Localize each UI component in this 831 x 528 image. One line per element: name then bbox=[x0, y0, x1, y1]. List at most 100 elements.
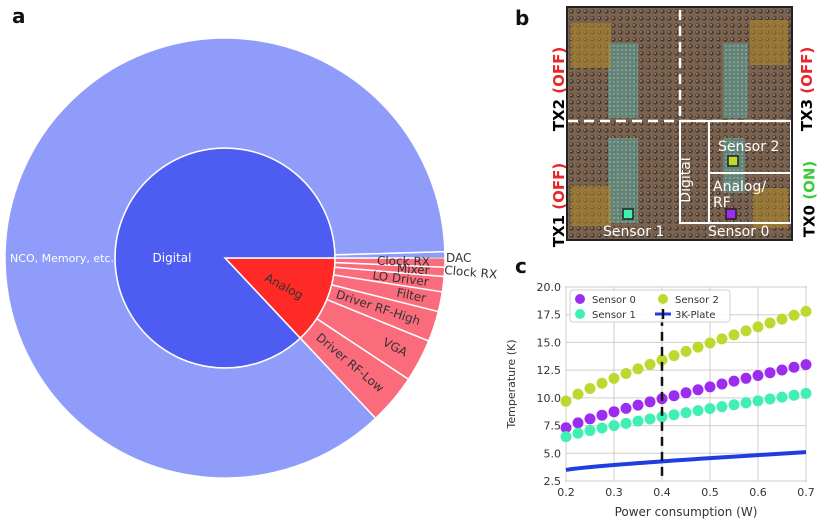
point-sensor-1 bbox=[764, 393, 776, 405]
point-sensor-2 bbox=[596, 377, 608, 389]
point-sensor-2 bbox=[752, 321, 764, 333]
sensor-1-marker bbox=[622, 208, 634, 220]
y-tick-label: 2.5 bbox=[544, 475, 562, 488]
y-tick-label: 5.0 bbox=[544, 447, 562, 460]
tx3-name: TX3 bbox=[798, 98, 817, 132]
point-sensor-2 bbox=[608, 372, 620, 384]
legend-label-3k-plate: 3K-Plate bbox=[675, 310, 716, 321]
sensor-0-label: Sensor 0 bbox=[708, 224, 769, 239]
series-line-3k-plate bbox=[565, 450, 807, 472]
point-sensor-2 bbox=[716, 333, 728, 345]
point-sensor-2 bbox=[572, 388, 584, 400]
point-sensor-0 bbox=[752, 370, 764, 382]
point-sensor-0 bbox=[776, 364, 788, 376]
sensor-2-label: Sensor 2 bbox=[718, 139, 779, 155]
point-sensor-0 bbox=[704, 381, 716, 393]
digital-region-outline bbox=[679, 120, 791, 224]
point-sensor-0 bbox=[620, 402, 632, 414]
point-sensor-0 bbox=[728, 375, 740, 387]
point-sensor-1 bbox=[728, 399, 740, 411]
point-sensor-0 bbox=[560, 422, 572, 434]
point-sensor-0 bbox=[644, 396, 656, 408]
point-sensor-2 bbox=[560, 395, 572, 407]
legend-label-sensor-1: Sensor 1 bbox=[592, 310, 636, 321]
point-sensor-2 bbox=[584, 382, 596, 394]
sunburst-label-lo-driver: LO Driver bbox=[372, 268, 430, 289]
tx2-label: TX2 (OFF) bbox=[550, 47, 568, 131]
tx2-state: (OFF) bbox=[550, 46, 569, 94]
y-tick-label: 17.5 bbox=[537, 309, 562, 322]
point-sensor-1 bbox=[680, 407, 692, 419]
y-tick-label: 20.0 bbox=[537, 281, 562, 294]
sensor-2-marker bbox=[727, 155, 739, 167]
legend-marker bbox=[575, 309, 585, 319]
point-sensor-0 bbox=[788, 361, 800, 373]
x-axis-label: Power consumption (W) bbox=[615, 505, 758, 519]
tx0-name: TX0 bbox=[800, 205, 819, 238]
point-sensor-0 bbox=[716, 378, 728, 390]
tx3-label: TX3 (OFF) bbox=[798, 47, 816, 131]
point-sensor-0 bbox=[692, 384, 704, 396]
point-sensor-2 bbox=[704, 337, 716, 349]
point-sensor-1 bbox=[788, 389, 800, 401]
panel-letter-b: b bbox=[515, 6, 530, 30]
point-sensor-2 bbox=[680, 345, 692, 357]
panel-letter-a: a bbox=[12, 4, 26, 28]
sunburst-label-clock-rx: Clock RX bbox=[377, 254, 430, 269]
point-sensor-2 bbox=[764, 317, 776, 329]
point-sensor-1 bbox=[740, 397, 752, 409]
point-sensor-1 bbox=[608, 420, 620, 432]
point-sensor-1 bbox=[644, 413, 656, 425]
tx0-state: (ON) bbox=[800, 160, 819, 200]
point-sensor-1 bbox=[632, 415, 644, 427]
sunburst-label-filter: Filter bbox=[395, 286, 427, 306]
point-sensor-1 bbox=[704, 403, 716, 415]
panel-letter-c: c bbox=[515, 254, 527, 278]
sunburst-label-mixer: Mixer bbox=[396, 261, 430, 277]
y-tick-label: 12.5 bbox=[537, 364, 562, 377]
point-sensor-2 bbox=[692, 341, 704, 353]
point-sensor-0 bbox=[572, 417, 584, 429]
point-sensor-1 bbox=[752, 395, 764, 407]
sunburst-label-nco-memory: NCO, Memory, etc. bbox=[10, 252, 114, 265]
chip-drawing: Digital Analog/ RF Sensor 1 Sensor 0 Sen… bbox=[568, 8, 791, 239]
legend-marker bbox=[658, 294, 668, 304]
legend-marker bbox=[575, 294, 585, 304]
temperature-chart: 0.2 0.3 0.4 0.5 0.6 0.7 2.5 5.0 7.5 10.0 12.5 15.0 1… bbox=[505, 281, 815, 519]
point-sensor-2 bbox=[788, 309, 800, 321]
region-rf-label: RF bbox=[713, 195, 731, 211]
sensor-0-marker bbox=[725, 208, 737, 220]
legend-box bbox=[569, 289, 731, 323]
sunburst-outer-nco-memory-etc- bbox=[4, 37, 446, 479]
point-sensor-1 bbox=[668, 409, 680, 421]
sunburst-label-dac: DAC bbox=[446, 251, 471, 265]
x-tick-label: 0.7 bbox=[797, 486, 815, 499]
point-sensor-2 bbox=[728, 329, 740, 341]
point-sensor-1 bbox=[572, 427, 584, 439]
x-tick-label: 0.6 bbox=[749, 486, 767, 499]
chip-micrograph: Digital Analog/ RF Sensor 1 Sensor 0 Sen… bbox=[566, 6, 793, 241]
y-tick-label: 7.5 bbox=[544, 420, 562, 433]
chip-pad-gold bbox=[750, 20, 788, 65]
point-sensor-0 bbox=[800, 359, 812, 371]
legend-label-sensor-2: Sensor 2 bbox=[675, 295, 719, 306]
x-tick-label: 0.5 bbox=[701, 486, 719, 499]
y-axis-label: Temperature (K) bbox=[505, 340, 518, 430]
point-sensor-0 bbox=[680, 387, 692, 399]
y-tick-label: 15.0 bbox=[537, 336, 562, 349]
chip-teal-block bbox=[608, 43, 638, 118]
point-sensor-2 bbox=[740, 325, 752, 337]
point-sensor-1 bbox=[800, 387, 812, 399]
point-sensor-1 bbox=[776, 391, 788, 403]
point-sensor-1 bbox=[560, 431, 572, 443]
region-analog-label: Analog/ bbox=[713, 179, 766, 195]
point-sensor-2 bbox=[800, 305, 812, 317]
point-sensor-2 bbox=[632, 363, 644, 375]
point-sensor-2 bbox=[620, 368, 632, 380]
point-sensor-1 bbox=[692, 405, 704, 417]
x-tick-label: 0.3 bbox=[605, 486, 623, 499]
point-sensor-2 bbox=[656, 354, 668, 366]
tx1-label: TX1 (OFF) bbox=[550, 163, 568, 247]
y-tick-label: 10.0 bbox=[537, 392, 562, 405]
